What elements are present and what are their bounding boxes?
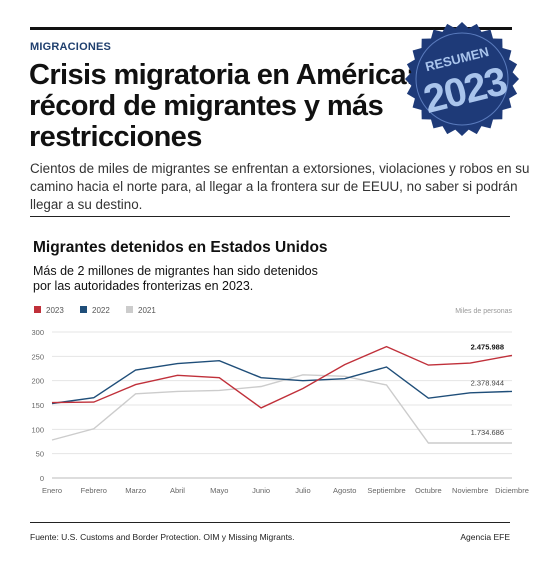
- credit: Agencia EFE: [460, 532, 510, 542]
- chart-subtitle-line: por las autoridades fronterizas en 2023.: [33, 279, 254, 293]
- section-label: MIGRACIONES: [30, 41, 112, 53]
- y-tick-label: 100: [31, 425, 44, 434]
- chart-title: Migrantes detenidos en Estados Unidos: [33, 239, 328, 256]
- end-label: 2.378.944: [471, 378, 504, 387]
- legend-swatch: [34, 306, 41, 313]
- x-tick-label: Septiembre: [367, 486, 405, 495]
- title-line: Crisis migratoria en América:: [29, 59, 416, 91]
- line-chart: 2023 2022 2021 Miles de personas 0 50 100 150 20…: [31, 306, 529, 495]
- y-tick-label: 250: [31, 352, 44, 361]
- legend-label: 2021: [138, 306, 156, 315]
- resumen-2023-badge: RESUMEN 2023: [405, 22, 519, 136]
- x-tick-label: Octubre: [415, 486, 442, 495]
- legend-swatch: [126, 306, 133, 313]
- divider: [30, 216, 510, 217]
- series-line-2022: [51, 359, 513, 405]
- y-tick-label: 300: [31, 328, 44, 337]
- x-tick-label: Noviembre: [452, 486, 488, 495]
- chart-subtitle-line: Más de 2 millones de migrantes han sido …: [33, 264, 318, 278]
- end-label: 1.734.686: [471, 428, 504, 437]
- x-tick-label: Junio: [252, 486, 270, 495]
- y-tick-label: 0: [40, 474, 44, 483]
- badge-inner-ring: [415, 32, 509, 126]
- unit-label: Miles de personas: [455, 308, 512, 315]
- legend-swatch: [80, 306, 87, 313]
- badge-seal-shape: [405, 22, 519, 136]
- series-line-2023: [51, 345, 513, 409]
- x-tick-label: Agosto: [333, 486, 356, 495]
- intro-text: Cientos de miles de migrantes se enfrent…: [30, 160, 530, 214]
- source-note: Fuente: U.S. Customs and Border Protecti…: [30, 532, 295, 542]
- end-label: 2.475.988: [471, 342, 504, 351]
- x-tick-label: Diciembre: [495, 486, 529, 495]
- title-line: récord de migrantes y más: [29, 90, 384, 122]
- y-tick-label: 200: [31, 377, 44, 386]
- y-tick-label: 50: [36, 450, 44, 459]
- intro-line: Cientos de miles de migrantes se enfrent…: [30, 161, 530, 176]
- legend-label: 2022: [92, 306, 110, 315]
- page-title: Crisis migratoria en América: récord de …: [29, 60, 429, 153]
- x-tick-label: Mayo: [210, 486, 228, 495]
- x-tick-label: Enero: [42, 486, 62, 495]
- x-tick-label: Marzo: [125, 486, 146, 495]
- x-tick-label: Abril: [170, 486, 185, 495]
- chart-subtitle: Más de 2 millones de migrantes han sido …: [33, 264, 318, 294]
- legend-label: 2023: [46, 306, 64, 315]
- x-tick-label: Febrero: [81, 486, 107, 495]
- series-line-2021: [51, 374, 512, 444]
- footer-divider: [30, 522, 510, 523]
- x-tick-label: Julio: [295, 486, 310, 495]
- y-tick-label: 150: [31, 401, 44, 410]
- top-rule: [30, 27, 512, 30]
- title-line: restricciones: [29, 121, 202, 153]
- intro-line: camino hacia el norte para, al llegar a …: [30, 179, 518, 194]
- intro-line: llegar a su destino.: [30, 197, 143, 212]
